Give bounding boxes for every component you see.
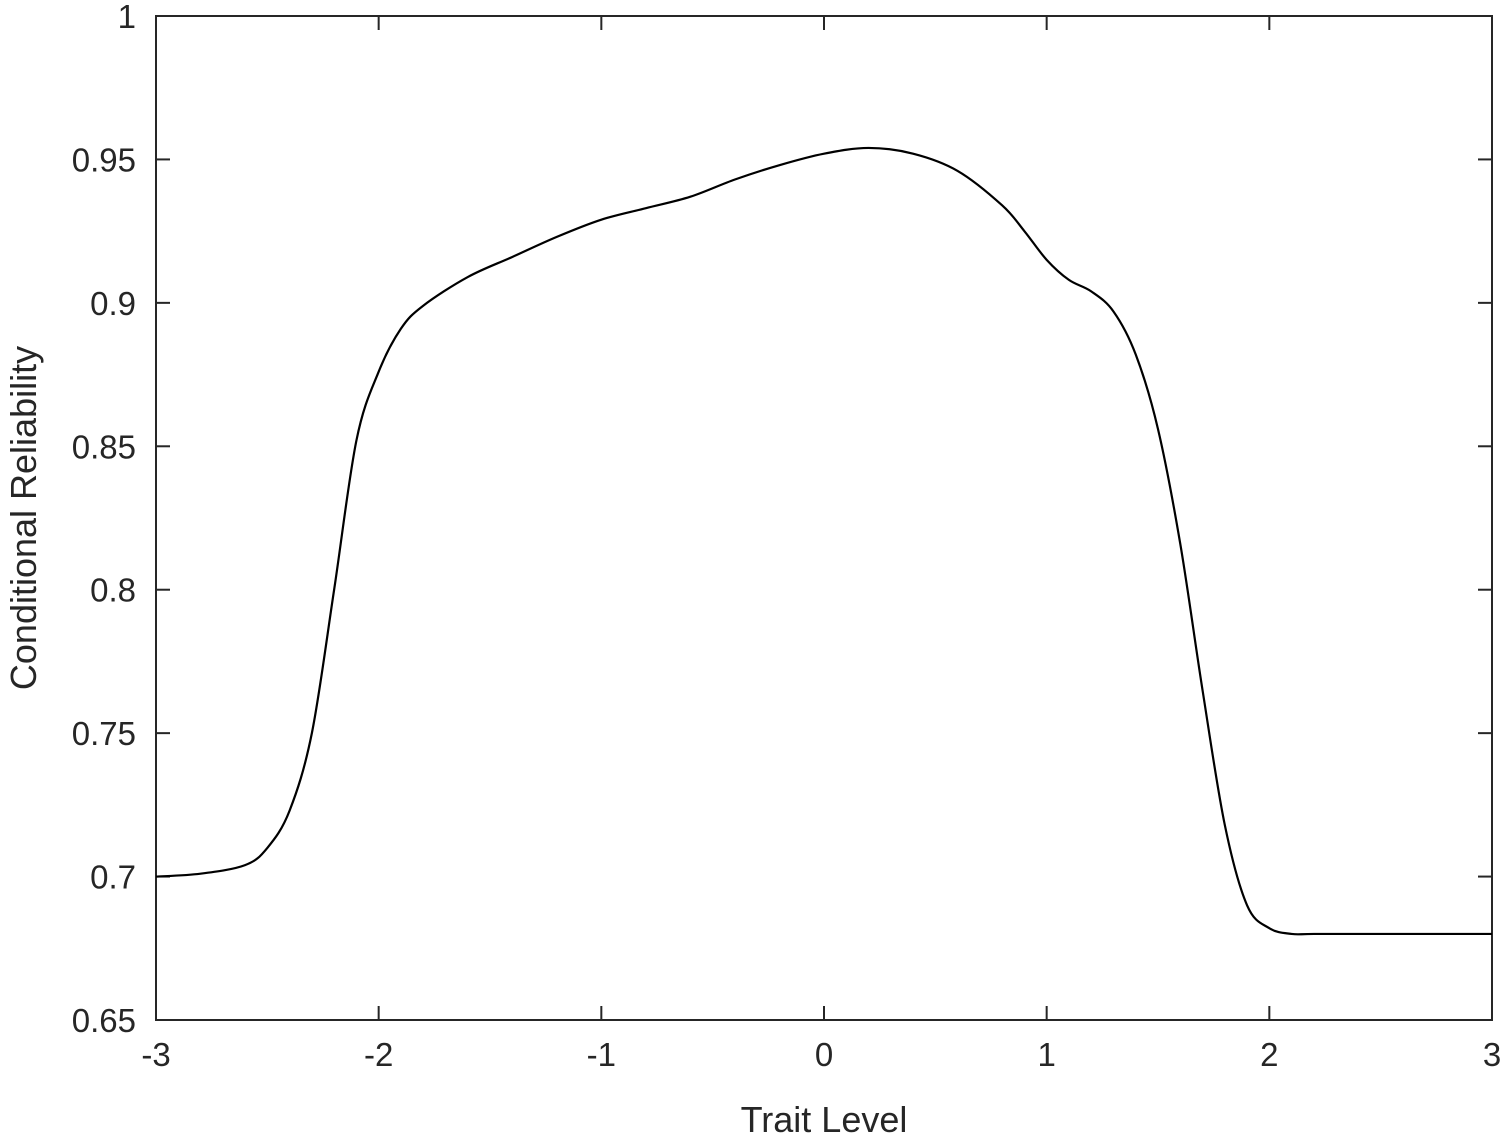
reliability-curve-line [155, 146, 1492, 936]
y-axis-label: Conditional Reliability [3, 346, 44, 690]
y-tick-label: 0.7 [90, 859, 136, 896]
series-layer [155, 146, 1492, 936]
plot-frame [155, 15, 1493, 1021]
y-tick-label: 1 [118, 0, 136, 35]
x-axis-ticks: -3 -2 -1 0 1 2 3 [141, 16, 1500, 1073]
x-tick-label: 1 [1037, 1036, 1055, 1073]
x-tick-label: -2 [364, 1036, 393, 1073]
y-tick-label: 0.65 [72, 1002, 136, 1039]
y-tick-label: 0.8 [90, 572, 136, 609]
y-tick-label: 0.75 [72, 715, 136, 752]
x-tick-label: -3 [141, 1036, 170, 1073]
y-axis-ticks: 0.65 0.7 0.75 0.8 0.85 0.9 0.95 1 [72, 0, 1492, 1039]
plot-area [155, 15, 1493, 1021]
y-tick-label: 0.85 [72, 428, 136, 465]
y-tick-label: 0.95 [72, 141, 136, 178]
x-tick-label: 3 [1483, 1036, 1500, 1073]
x-tick-label: -1 [587, 1036, 616, 1073]
x-tick-label: 2 [1260, 1036, 1278, 1073]
y-tick-label: 0.9 [90, 285, 136, 322]
x-tick-label: 0 [815, 1036, 833, 1073]
x-axis-label: Trait Level [741, 1099, 908, 1138]
